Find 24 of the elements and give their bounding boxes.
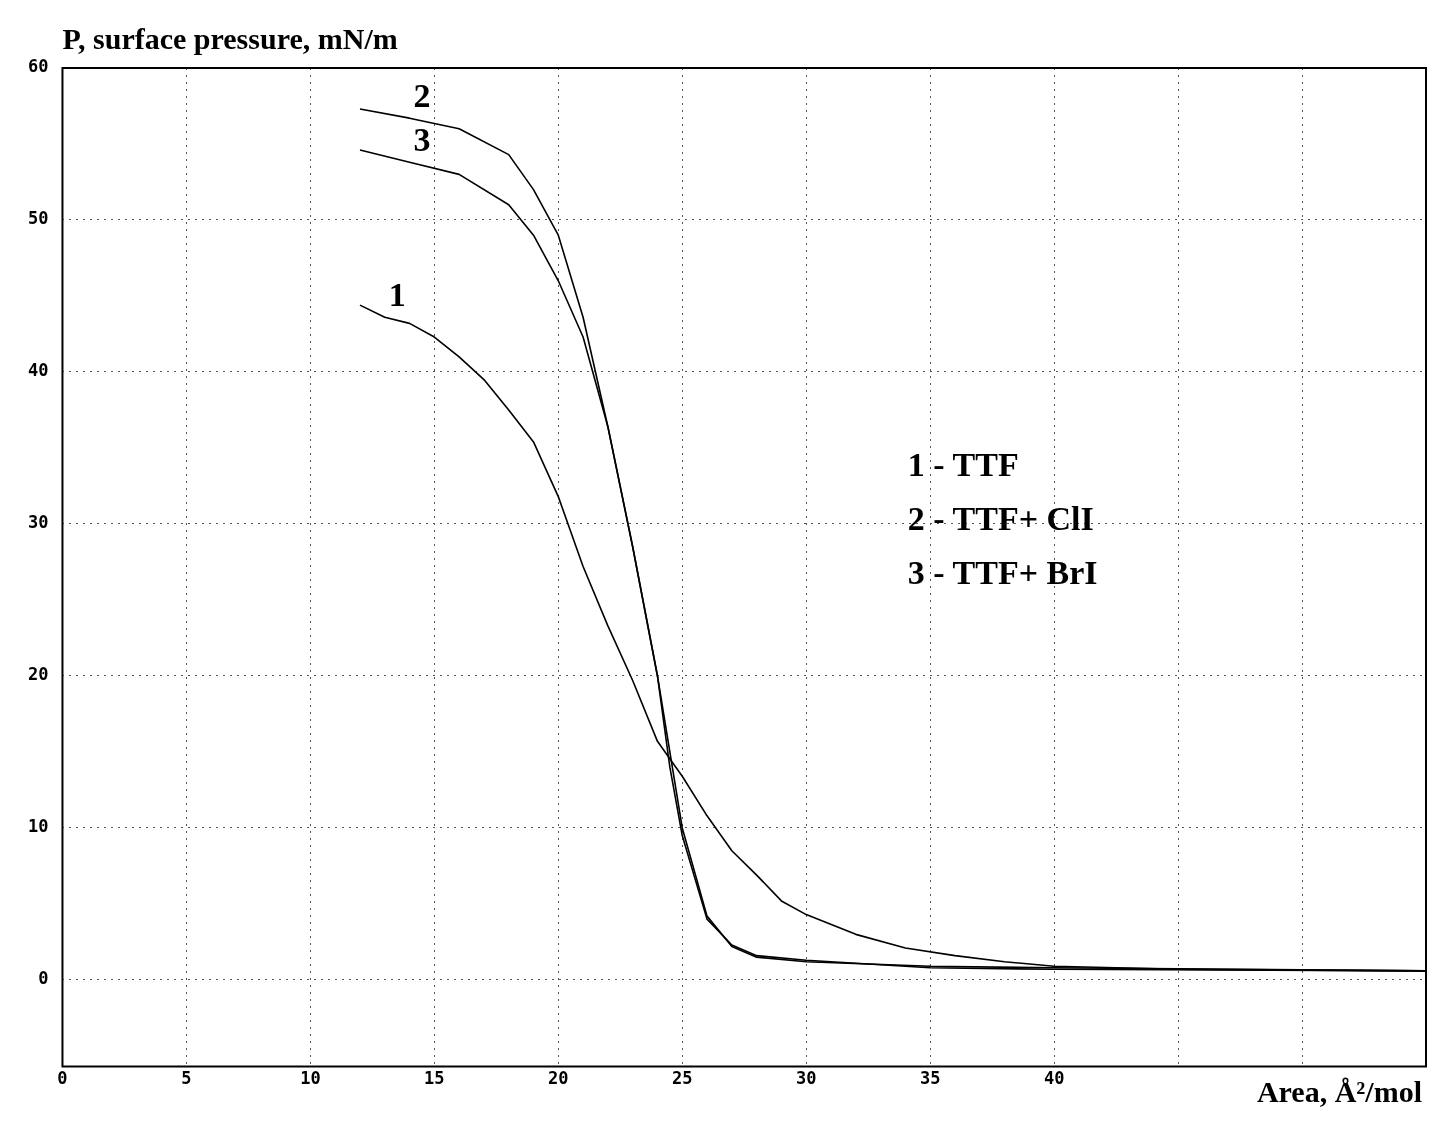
annotation: 1 - TTF — [907, 446, 1019, 484]
x-tick-label: 40 — [1043, 1068, 1065, 1089]
x-tick-label: 10 — [300, 1068, 321, 1089]
series-label: 2 — [413, 77, 431, 115]
x-tick-label: 20 — [548, 1068, 569, 1089]
y-tick-label: 50 — [27, 208, 49, 229]
x-tick-label: 25 — [672, 1068, 693, 1089]
y-tick-label: 20 — [27, 664, 49, 685]
x-axis-title: Area, Å²/mol — [1256, 1075, 1422, 1109]
x-tick-label: 35 — [919, 1068, 941, 1089]
annotation: 2 - TTF+ ClI — [907, 500, 1094, 538]
x-tick-label: 0 — [57, 1068, 68, 1089]
y-tick-label: 10 — [27, 816, 49, 837]
y-tick-label: 40 — [27, 360, 49, 381]
x-tick-label: 15 — [424, 1068, 445, 1089]
y-tick-label: 30 — [27, 512, 49, 533]
series-label: 1 — [388, 276, 406, 314]
annotation: 3 - TTF+ BrI — [907, 554, 1098, 592]
series-label: 3 — [413, 121, 431, 159]
y-axis-title: P, surface pressure, mN/m — [62, 21, 398, 55]
y-tick-label: 0 — [38, 968, 49, 989]
y-tick-label: 60 — [27, 56, 49, 77]
x-tick-label: 30 — [795, 1068, 817, 1089]
x-tick-label: 5 — [181, 1068, 192, 1089]
